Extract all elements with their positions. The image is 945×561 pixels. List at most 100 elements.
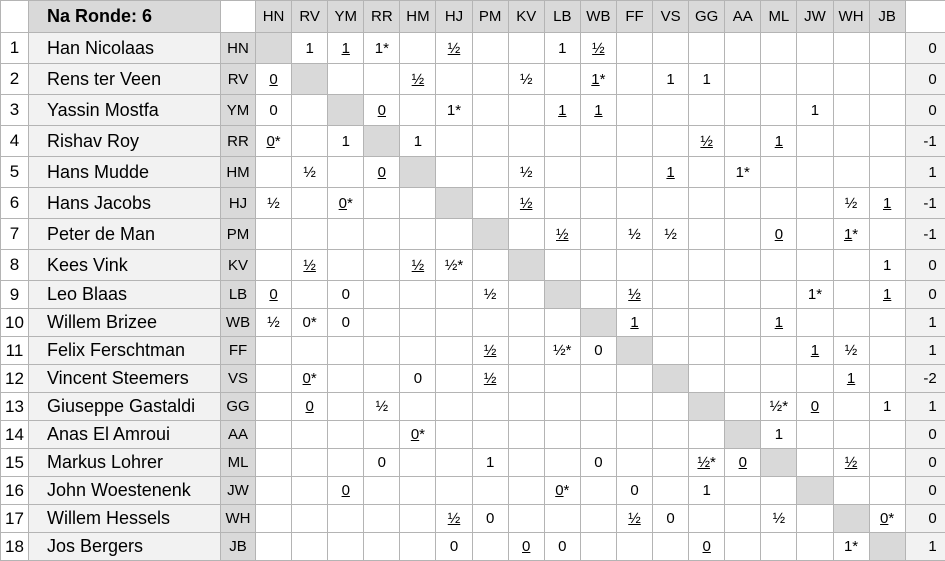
result-cell: 0: [544, 533, 580, 561]
result-cell: 0*: [292, 365, 328, 393]
column-header-rv: RV: [292, 1, 328, 33]
diagonal-cell: [797, 477, 833, 505]
diagonal-cell: [292, 64, 328, 95]
player-abbr: VS: [221, 365, 256, 393]
diagonal-cell: [689, 393, 725, 421]
result-value: 0: [269, 286, 277, 303]
result-cell: [833, 393, 869, 421]
result-cell: 1: [833, 365, 869, 393]
result-cell: 0: [508, 533, 544, 561]
row-number: 4: [1, 126, 29, 157]
result-cell: [436, 281, 472, 309]
result-cell: [544, 126, 580, 157]
result-value: ½: [700, 133, 713, 150]
result-cell: [761, 365, 797, 393]
result-cell: 0*: [292, 309, 328, 337]
result-cell: [364, 505, 400, 533]
result-value: ½: [520, 164, 533, 181]
row-number: 5: [1, 157, 29, 188]
column-header-wh: WH: [833, 1, 869, 33]
result-cell: ½: [616, 505, 652, 533]
result-value: ½: [845, 195, 858, 212]
result-value: 0: [450, 538, 458, 555]
total-cell: 0: [905, 33, 945, 64]
result-cell: [328, 250, 364, 281]
result-cell: [544, 365, 580, 393]
result-value: ½: [303, 164, 316, 181]
result-cell: [797, 309, 833, 337]
result-value: 0: [630, 482, 638, 499]
result-value: ½: [845, 454, 858, 471]
total-cell: 1: [905, 533, 945, 561]
white-marker: *: [566, 342, 572, 359]
player-name: Han Nicolaas: [29, 33, 221, 64]
diagonal-cell: [436, 188, 472, 219]
result-cell: [292, 219, 328, 250]
corner-cell: [1, 1, 29, 33]
result-cell: [256, 393, 292, 421]
white-marker: *: [311, 370, 317, 387]
player-name: Yassin Mostfa: [29, 95, 221, 126]
result-cell: [400, 449, 436, 477]
total-cell: 0: [905, 250, 945, 281]
result-cell: [328, 64, 364, 95]
total-cell: 0: [905, 505, 945, 533]
result-cell: [508, 505, 544, 533]
result-cell: 1*: [797, 281, 833, 309]
result-cell: [869, 126, 905, 157]
white-marker: *: [455, 102, 461, 119]
result-cell: 0: [725, 449, 761, 477]
result-cell: [472, 126, 508, 157]
result-cell: [616, 393, 652, 421]
result-cell: [472, 33, 508, 64]
result-cell: [833, 33, 869, 64]
total-cell: -1: [905, 126, 945, 157]
result-cell: [436, 219, 472, 250]
result-value: 0: [266, 133, 274, 150]
result-cell: 0: [653, 505, 689, 533]
result-cell: [833, 64, 869, 95]
white-marker: *: [744, 164, 750, 181]
result-cell: [689, 188, 725, 219]
result-value: 1: [775, 314, 783, 331]
result-value: 0: [269, 102, 277, 119]
result-cell: 1: [653, 64, 689, 95]
result-cell: [761, 64, 797, 95]
result-value: 1: [486, 454, 494, 471]
result-cell: [689, 337, 725, 365]
result-cell: 1: [328, 33, 364, 64]
result-cell: [544, 505, 580, 533]
result-cell: ½: [544, 219, 580, 250]
row-number: 10: [1, 309, 29, 337]
result-cell: [689, 309, 725, 337]
player-name: Rishav Roy: [29, 126, 221, 157]
total-cell: 0: [905, 281, 945, 309]
result-value: 0: [775, 226, 783, 243]
result-value: 1: [342, 40, 350, 57]
result-cell: [761, 250, 797, 281]
result-value: ½: [267, 195, 280, 212]
result-cell: ½: [292, 250, 328, 281]
result-cell: [436, 421, 472, 449]
result-cell: 0: [256, 64, 292, 95]
result-cell: [256, 421, 292, 449]
result-cell: [508, 365, 544, 393]
result-cell: [328, 393, 364, 421]
result-cell: [725, 250, 761, 281]
player-name: Leo Blaas: [29, 281, 221, 309]
result-cell: [256, 337, 292, 365]
result-cell: [292, 505, 328, 533]
result-cell: [400, 477, 436, 505]
result-cell: [508, 126, 544, 157]
result-value: 1: [375, 40, 383, 57]
result-value: 0: [378, 102, 386, 119]
result-cell: [797, 126, 833, 157]
result-cell: 1: [544, 33, 580, 64]
diagonal-cell: [725, 421, 761, 449]
